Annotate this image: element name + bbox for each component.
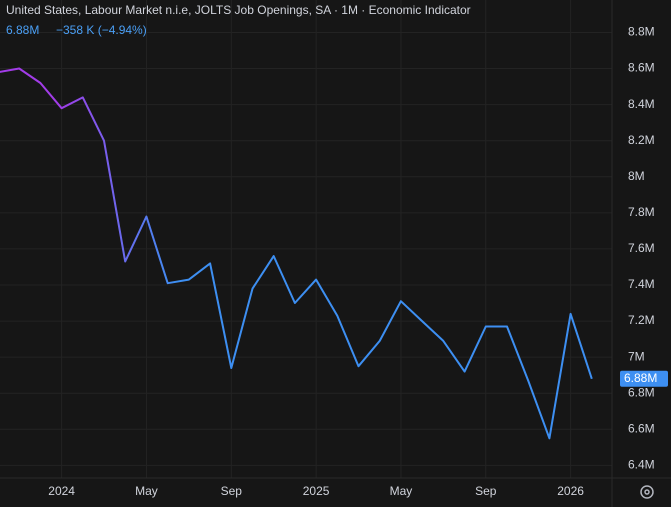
y-tick-label: 6.8M	[628, 385, 655, 399]
line	[0, 67, 593, 440]
x-tick-label: 2024	[48, 484, 75, 498]
y-tick-label: 7M	[628, 349, 645, 363]
x-tick-label: May	[135, 484, 158, 498]
x-tick-label: 2026	[557, 484, 584, 498]
gear-center	[644, 489, 650, 495]
chart-title: United States, Labour Market n.i.e, JOLT…	[6, 3, 471, 17]
y-tick-label: 6.6M	[628, 421, 655, 435]
y-tick-label: 7.6M	[628, 241, 655, 255]
settings-icon[interactable]	[634, 481, 660, 503]
last-value-badge-label: 6.88M	[624, 371, 657, 385]
y-tick-label: 8M	[628, 169, 645, 183]
x-tick-label: May	[390, 484, 413, 498]
gear	[640, 485, 654, 499]
y-tick-label: 8.2M	[628, 133, 655, 147]
x-tick-label: Sep	[475, 484, 497, 498]
x-tick-label: 2025	[303, 484, 330, 498]
x-tick-label: Sep	[221, 484, 243, 498]
y-tick-label: 8.4M	[628, 97, 655, 111]
last-value: 6.88M	[6, 23, 39, 37]
y-tick-label: 8.6M	[628, 61, 655, 75]
y-tick-label: 7.2M	[628, 313, 655, 327]
y-tick-label: 8.8M	[628, 25, 655, 39]
y-tick-label: 7.4M	[628, 277, 655, 291]
y-tick-label: 6.4M	[628, 458, 655, 472]
y-tick-label: 7.8M	[628, 205, 655, 219]
change-label: −358 K (−4.94%)	[56, 23, 147, 37]
last-value-badge	[620, 370, 668, 387]
grid	[0, 0, 612, 478]
